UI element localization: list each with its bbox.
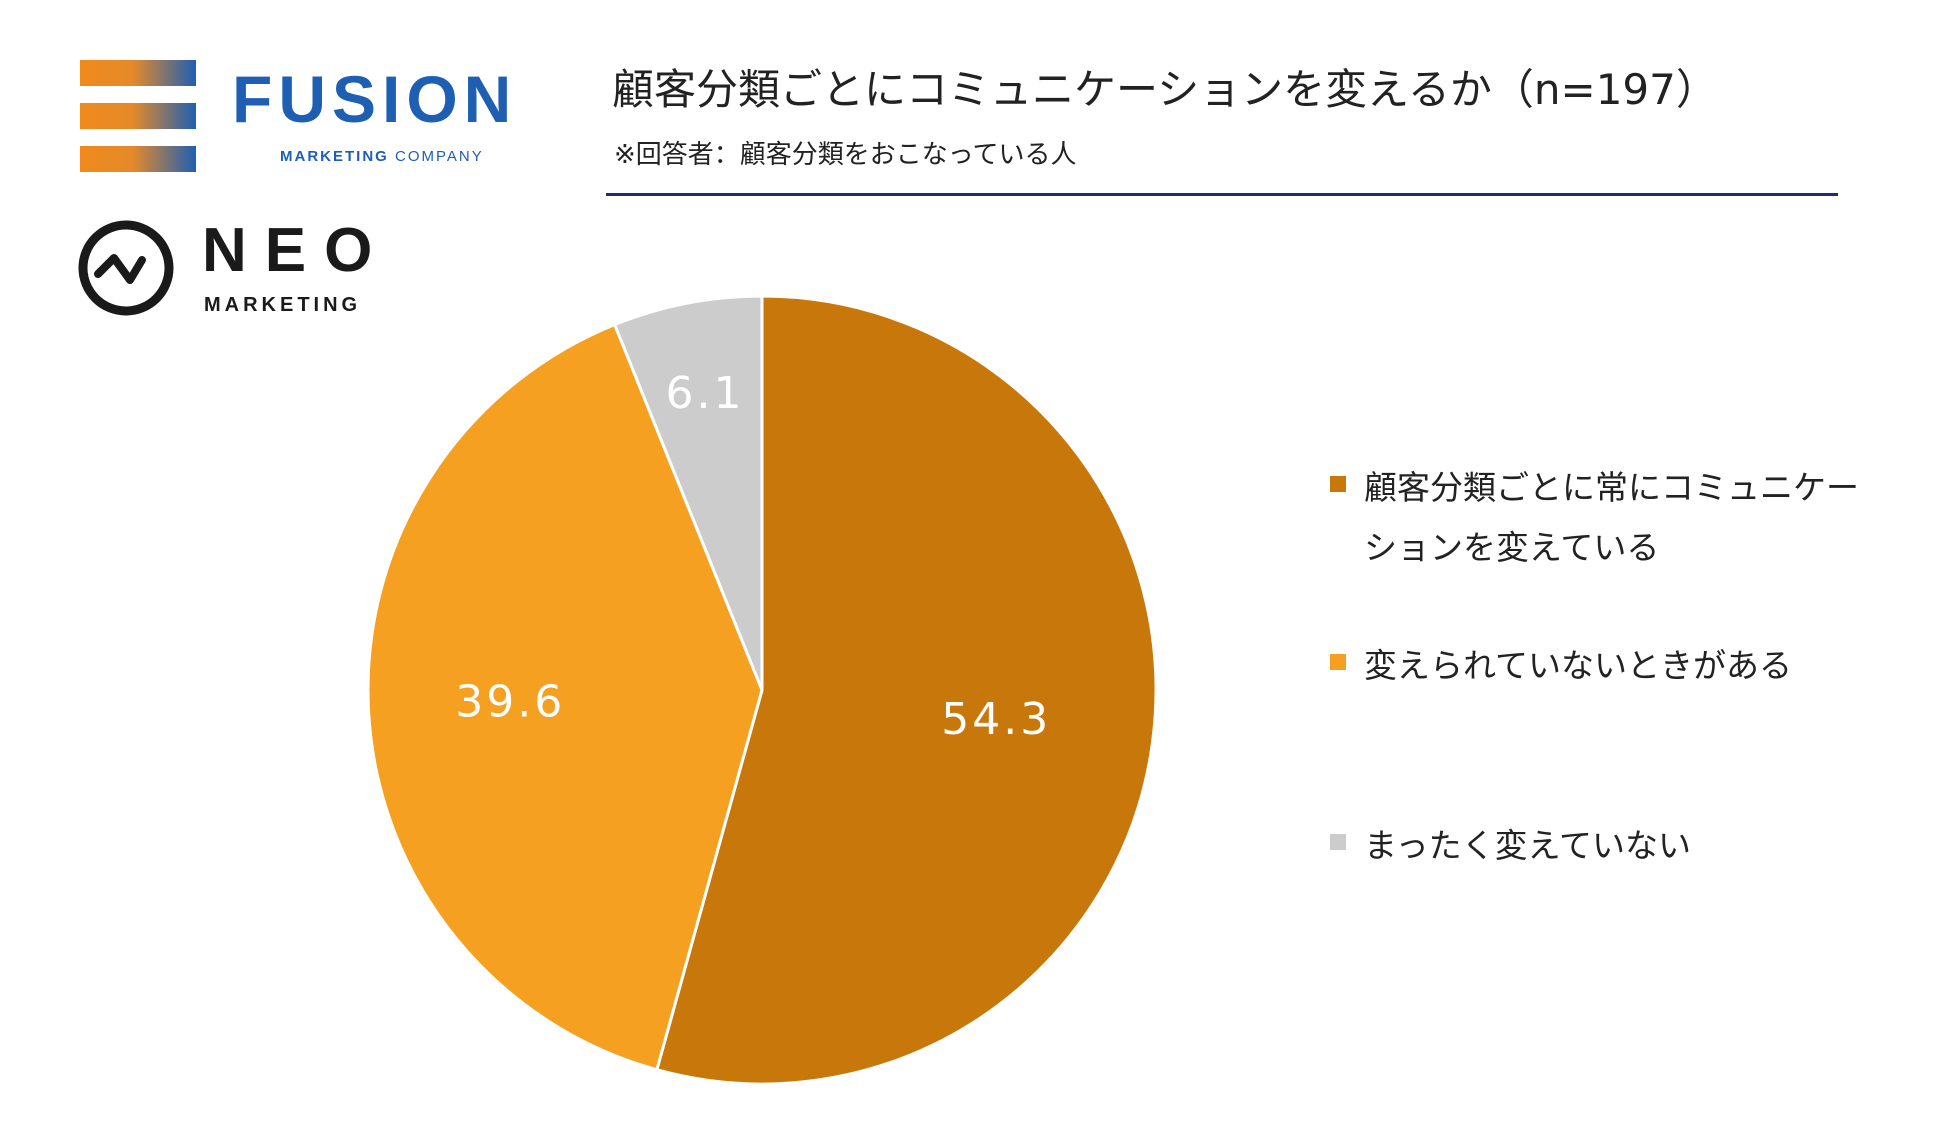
neo-wave-icon	[78, 220, 174, 316]
fusion-logo-mark	[80, 58, 196, 174]
legend-label: まったく変えていない	[1364, 826, 1692, 865]
fusion-logo-tagline-bold: MARKETING	[280, 148, 389, 165]
pie-data-label: 54.3	[941, 694, 1051, 745]
legend-swatch	[1330, 654, 1346, 670]
fusion-logo-bar	[80, 146, 196, 172]
fusion-logo-tagline-rest: COMPANY	[395, 148, 484, 165]
fusion-logo-wordmark: FUSION	[232, 62, 518, 136]
legend-label: 変えられていないときがある	[1364, 646, 1793, 685]
neo-logo-tagline: MARKETING	[204, 294, 362, 316]
fusion-logo: FUSION MARKETING COMPANY	[80, 58, 550, 178]
fusion-logo-bar	[80, 60, 196, 86]
neo-marketing-logo: NEO MARKETING	[76, 212, 396, 332]
pie-data-label: 6.1	[665, 368, 744, 419]
pie-slice	[654, 294, 1158, 1086]
pie-data-label: 39.6	[455, 676, 565, 727]
legend-swatch	[1330, 476, 1346, 492]
legend-swatch	[1330, 834, 1346, 850]
pie-data-labels: 54.3 39.6 6.1	[455, 368, 1051, 745]
neo-logo-wordmark: NEO	[202, 216, 391, 285]
chart-title: 顧客分類ごとにコミュニケーションを変えるか（n=197）	[612, 65, 1718, 114]
chart-subtitle: ※回答者：顧客分類をおこなっている人	[614, 140, 1077, 170]
pie-slice	[366, 322, 764, 1072]
pie-slice	[612, 294, 764, 691]
header-divider	[606, 193, 1838, 196]
fusion-logo-bar	[80, 103, 196, 129]
fusion-logo-tagline: MARKETING COMPANY	[280, 148, 484, 165]
legend-label: 顧客分類ごとに常にコミュニケーションを変えている	[1364, 468, 1859, 567]
pie-slices	[366, 294, 1158, 1086]
